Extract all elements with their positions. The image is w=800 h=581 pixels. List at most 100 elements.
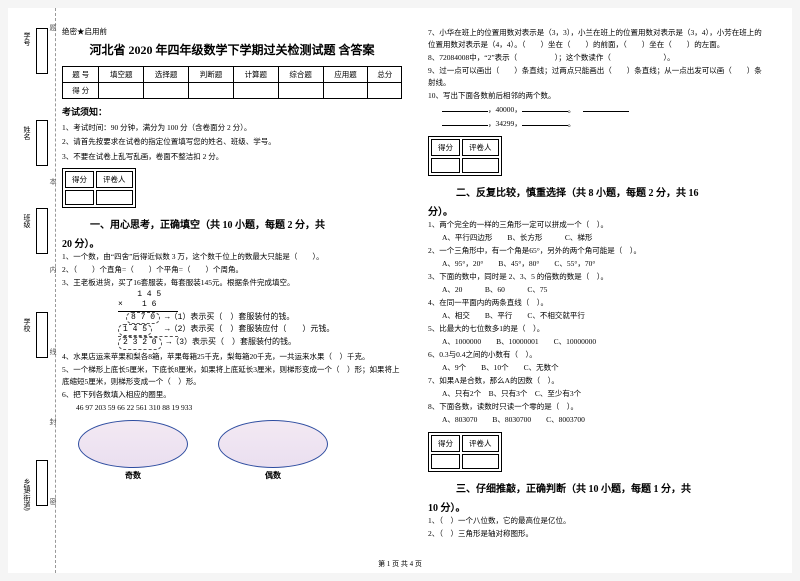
bind-box: [36, 312, 48, 358]
notice-title: 考试须知：: [62, 105, 402, 118]
blank: [583, 103, 629, 112]
cell: 题 号: [63, 67, 99, 83]
question: 3、王老板进货，买了16套服装，每套服装145元。根据条件完成填空。: [62, 277, 402, 289]
bind-box: [36, 28, 48, 74]
options: A、只有2个 B、只有3个 C、至少有3个: [428, 388, 768, 400]
bind-dot: 封: [48, 418, 58, 425]
bind-label: 乡镇(街道): [22, 478, 32, 511]
question: 1、（ ）一个八位数，它的最高位是亿位。: [428, 515, 768, 527]
cell: [323, 83, 368, 99]
cell: 评卷人: [462, 139, 499, 156]
cell: 判断题: [189, 67, 234, 83]
calc-box: 8 7 0: [126, 312, 160, 324]
score-table: 题 号 填空题 选择题 判断题 计算题 综合题 应用题 总分 得 分: [62, 66, 402, 99]
question: 5、比最大的七位数多1的是（ ）。: [428, 323, 768, 335]
cell: 选择题: [144, 67, 189, 83]
options: A、相交 B、平行 C、不相交就平行: [428, 310, 768, 322]
question: 4、在同一平面内的两条直线（ ）。: [428, 297, 768, 309]
question: 5、一个梯形上底长5厘米，下底长8厘米，如果将上底延长3厘米，则梯形变成一个（ …: [62, 364, 402, 388]
cell: 得 分: [63, 83, 99, 99]
calc-box: 2 3 2 0: [118, 337, 162, 349]
section-title: 二、反复比较，慎重选择（共 8 小题，每题 2 分，共 16: [456, 188, 699, 199]
table-row: 题 号 填空题 选择题 判断题 计算题 综合题 应用题 总分: [63, 67, 402, 83]
even-oval-group: 偶数: [218, 420, 328, 481]
cell: 填空题: [99, 67, 144, 83]
options: A、1000000 B、10000001 C、10000000: [428, 336, 768, 348]
oval-shape: [78, 420, 188, 468]
bind-label: 学校: [22, 318, 32, 332]
question-blank: ，34299， 。: [428, 117, 768, 130]
calc-line: × 1 6: [118, 300, 178, 311]
cell: [99, 83, 144, 99]
bind-dot: 题: [48, 24, 58, 31]
cell: 得分: [65, 171, 94, 188]
question: 2、（ ）个直角=（ ）个平角=（ ）个周角。: [62, 264, 402, 276]
cell: 总分: [368, 67, 402, 83]
options: A、平行四边形 B、长方形 C、梯形: [428, 232, 768, 244]
options: A、20 B、60 C、75: [428, 284, 768, 296]
oval-group: 奇数 偶数: [78, 420, 402, 481]
question: 6、0.3与0.4之间的小数有（ ）。: [428, 349, 768, 361]
question: 9、过一点可以画出（ ）条直线；过两点只能画出（ ）条直线；从一点出发可以画（ …: [428, 65, 768, 89]
cell: 应用题: [323, 67, 368, 83]
blank: [522, 117, 568, 126]
question: 2、（ ）三角形是轴对称图形。: [428, 528, 768, 540]
text: ，40000，: [488, 105, 522, 114]
question-blank: ，40000，。 ，40000，: [428, 103, 768, 116]
bind-box: [36, 460, 48, 506]
text: 。: [568, 119, 576, 128]
text: ，34299，: [488, 119, 522, 128]
classify-label: 绝密★启用前: [62, 26, 402, 37]
section-score-box: 得分 评卷人: [62, 168, 402, 210]
section-2-header: 二、反复比较，慎重选择（共 8 小题，每题 2 分，共 16: [428, 184, 768, 199]
bind-box: [36, 208, 48, 254]
bind-dot: 密: [48, 498, 58, 505]
oval-label: 偶数: [218, 470, 328, 481]
section-tail: 10 分）。: [428, 503, 466, 514]
oval-shape: [218, 420, 328, 468]
bind-dot: 线: [48, 348, 58, 355]
calc-line: 1 4 5 →（2）表示买（ ）套服装应付（ ）元钱。: [118, 324, 178, 337]
options: A、95°，20° B、45°，80° C、55°，70°: [428, 258, 768, 270]
bind-dot: 内: [48, 266, 58, 273]
question: 6、把下列各数填入相应的圈里。: [62, 389, 402, 401]
odd-oval-group: 奇数: [78, 420, 188, 481]
table-row: 得 分: [63, 83, 402, 99]
calc-text: →（2）表示买（ ）套服装应付（ ）元钱。: [165, 325, 335, 334]
blank: [522, 103, 568, 112]
question: 7、如果A是合数，那么A的因数（ ）。: [428, 375, 768, 387]
question: 2、一个三角形中，有一个角是65°，另外的两个角可能是（ ）。: [428, 245, 768, 257]
options: A、9个 B、10个 C、无数个: [428, 362, 768, 374]
question: 10、写出下面各数前后相邻的两个数。: [428, 90, 768, 102]
calc-text: →（1）表示买（ ）套服装付的钱。: [165, 313, 295, 322]
question: 3、下面的数中，同时是 2、3、5 的倍数的数是（ ）。: [428, 271, 768, 283]
cell: [278, 83, 323, 99]
binding-margin: 学号 姓名 班级 学校 乡镇(街道) 题 本 内 线 封 密: [20, 8, 56, 573]
text: 。: [568, 105, 576, 114]
section-3-header: 三、仔细推敲，正确判断（共 10 小题，每题 1 分，共: [428, 480, 768, 495]
bind-label: 班级: [22, 214, 32, 228]
question: 8、下面各数，读数时只读一个零的是（ ）。: [428, 401, 768, 413]
cell: 综合题: [278, 67, 323, 83]
page-footer: 第 1 页 共 4 页: [8, 559, 792, 569]
cell: 评卷人: [96, 171, 133, 188]
question: 1、两个完全的一样的三角形一定可以拼成一个（ ）。: [428, 219, 768, 231]
question: 7、小华在班上的位置用数对表示是（3，3），小兰在班上的位置用数对表示是（3，4…: [428, 27, 768, 51]
calc-line: 2 3 2 0 →（3）表示买（ ）套服装付的钱。: [118, 337, 402, 349]
bind-label: 姓名: [22, 126, 32, 140]
cell: 计算题: [233, 67, 278, 83]
section-tail: 20 分）。: [62, 239, 100, 250]
cell: 评卷人: [462, 435, 499, 452]
calc-box: 1 4 5: [118, 324, 152, 336]
blank: [442, 103, 488, 112]
bind-box: [36, 120, 48, 166]
calc-line: 8 7 0 →（1）表示买（ ）套服装付的钱。: [118, 312, 402, 324]
calc-text: →（3）表示买（ ）套服装付的钱。: [166, 338, 296, 347]
notice-item: 1、考试时间：90 分钟，满分为 100 分（含卷面分 2 分）。: [62, 122, 402, 133]
cell: [189, 83, 234, 99]
blank: [442, 117, 488, 126]
left-column: 绝密★启用前 河北省 2020 年四年级数学下学期过关检测试题 含答案 题 号 …: [62, 26, 402, 563]
question: 1、一个数，由“四舍”后得近似数 3 万，这个数千位上的数最大只能是（ ）。: [62, 251, 402, 263]
multiplication-work: 1 4 5 × 1 6 8 7 0 →（1）表示买（ ）套服装付的钱。 1 4 …: [118, 290, 402, 350]
notice-item: 2、请首先按要求在试卷的指定位置填写您的姓名、班级、学号。: [62, 136, 402, 147]
